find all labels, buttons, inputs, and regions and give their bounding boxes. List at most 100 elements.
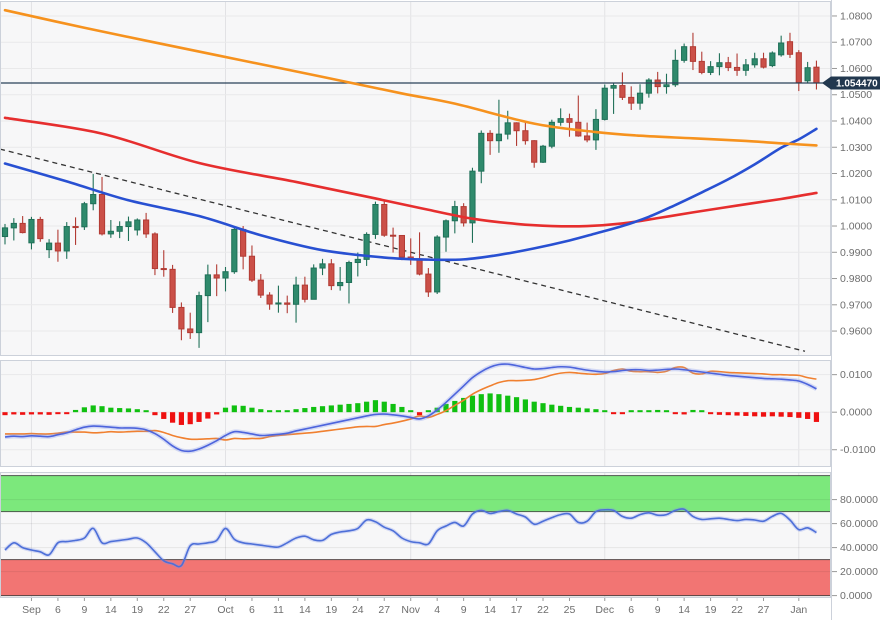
candle[interactable] [143, 212, 150, 238]
candle-body [54, 242, 62, 252]
candle[interactable] [698, 51, 705, 75]
candle[interactable] [345, 260, 353, 304]
candle[interactable] [151, 232, 159, 276]
candle[interactable] [778, 35, 785, 57]
candle[interactable] [248, 245, 256, 282]
rsi-panel[interactable] [0, 472, 831, 598]
candle[interactable] [804, 61, 811, 83]
candle[interactable] [116, 221, 123, 239]
candle[interactable] [566, 113, 573, 137]
candle[interactable] [487, 130, 494, 155]
axis-tick-label: 0.0000 [840, 407, 872, 419]
candle[interactable] [460, 203, 467, 227]
candle[interactable] [160, 250, 167, 277]
candle[interactable] [213, 264, 220, 297]
price-panel[interactable] [0, 1, 831, 356]
axis-tick-label: 0.9800 [840, 273, 872, 285]
candle[interactable] [90, 174, 97, 211]
candle[interactable] [337, 266, 344, 291]
candle[interactable] [707, 61, 714, 76]
candle[interactable] [328, 259, 335, 291]
candle[interactable] [786, 32, 794, 58]
candle[interactable] [478, 130, 485, 184]
candle[interactable] [301, 276, 308, 303]
candle[interactable] [522, 122, 529, 145]
candle[interactable] [81, 201, 88, 230]
candle[interactable] [733, 53, 741, 76]
candle[interactable] [628, 86, 635, 110]
macd-histogram-bar [240, 405, 246, 413]
candle[interactable] [689, 32, 697, 71]
candle[interactable] [769, 51, 776, 68]
candle-body [19, 222, 26, 234]
candle[interactable] [513, 122, 520, 146]
candle[interactable] [37, 216, 44, 242]
candle[interactable] [716, 53, 723, 76]
candle[interactable] [619, 72, 626, 100]
candle[interactable] [372, 201, 379, 239]
candle[interactable] [310, 264, 317, 300]
candle[interactable] [751, 52, 758, 68]
axis-tick-label: 80.0000 [840, 494, 878, 506]
candle[interactable] [46, 239, 53, 259]
candle[interactable] [195, 291, 203, 348]
candle[interactable] [681, 43, 688, 63]
candle[interactable] [169, 264, 176, 313]
candle[interactable] [469, 167, 476, 243]
candle[interactable] [645, 78, 652, 98]
candle[interactable] [319, 258, 326, 276]
candle[interactable] [381, 201, 388, 237]
candle[interactable] [636, 84, 644, 110]
candle[interactable] [601, 84, 608, 121]
candle[interactable] [187, 312, 194, 339]
candle[interactable] [742, 59, 749, 76]
candle[interactable] [592, 109, 600, 150]
candle[interactable] [760, 52, 767, 69]
candle[interactable] [672, 49, 679, 87]
candle[interactable] [19, 216, 26, 234]
candle[interactable] [54, 229, 62, 262]
candle[interactable] [504, 110, 511, 140]
candle-body [619, 85, 626, 98]
candle[interactable] [134, 218, 141, 236]
candle[interactable] [425, 268, 432, 297]
candle[interactable] [663, 73, 670, 94]
candle[interactable] [63, 222, 70, 259]
candle[interactable] [398, 234, 405, 261]
candle[interactable] [539, 144, 547, 164]
candle[interactable] [125, 216, 132, 241]
candle[interactable] [610, 82, 617, 114]
candle[interactable] [531, 140, 538, 168]
candle[interactable] [442, 219, 450, 252]
candle[interactable] [10, 218, 17, 241]
candle[interactable] [28, 216, 35, 250]
candle[interactable] [725, 56, 732, 72]
candle[interactable] [389, 227, 397, 253]
candle[interactable] [107, 219, 114, 238]
candle[interactable] [284, 295, 291, 314]
candle[interactable] [354, 252, 361, 277]
macd-histogram-bar [311, 406, 317, 413]
candle[interactable] [231, 226, 238, 274]
macd-panel-background[interactable] [0, 360, 831, 467]
candle[interactable] [257, 274, 264, 298]
candle[interactable] [584, 122, 591, 143]
candle[interactable] [275, 285, 282, 313]
candle[interactable] [178, 302, 185, 341]
candle[interactable] [548, 119, 555, 149]
candle[interactable] [204, 264, 211, 323]
price-panel-background[interactable] [0, 1, 831, 356]
candle[interactable] [557, 108, 564, 126]
candle[interactable] [1, 223, 9, 245]
candle[interactable] [292, 276, 300, 323]
candle[interactable] [222, 266, 229, 292]
macd-panel[interactable] [0, 360, 831, 467]
candle[interactable] [495, 99, 503, 153]
candle[interactable] [98, 176, 106, 236]
candle[interactable] [266, 292, 273, 310]
candle[interactable] [434, 235, 441, 295]
candle[interactable] [363, 232, 370, 266]
candle[interactable] [72, 217, 79, 245]
